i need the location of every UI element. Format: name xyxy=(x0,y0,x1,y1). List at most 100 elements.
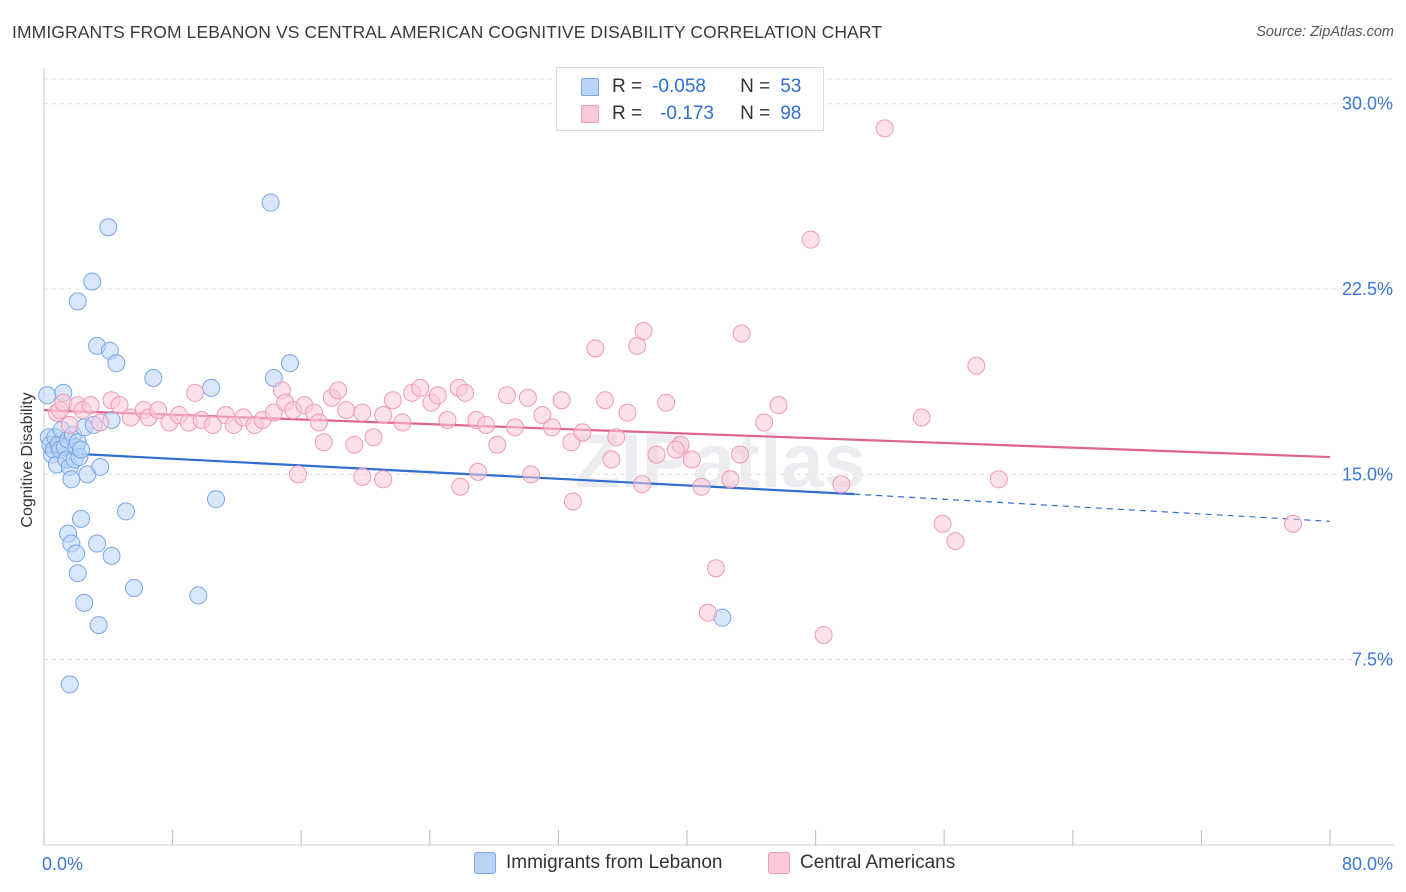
pink-data-point xyxy=(383,391,402,410)
blue-data-point xyxy=(91,457,110,476)
pink-data-point xyxy=(438,410,457,429)
legend-n-label: N = xyxy=(740,76,771,97)
pink-data-point xyxy=(469,462,488,481)
pink-data-point xyxy=(428,386,447,405)
pink-data-point xyxy=(721,470,740,489)
pink-data-point xyxy=(353,467,372,486)
pink-data-point xyxy=(647,445,666,464)
pink-data-point xyxy=(682,450,701,469)
pink-data-point xyxy=(586,339,605,358)
pink-data-point xyxy=(933,514,952,533)
legend-swatch-pink xyxy=(581,105,599,123)
source-credit: Source: ZipAtlas.com xyxy=(1256,24,1394,40)
pink-data-point xyxy=(374,470,393,489)
pink-data-point xyxy=(967,356,986,375)
blue-data-point xyxy=(116,502,135,521)
pink-data-point xyxy=(731,445,750,464)
pink-data-point xyxy=(477,415,496,434)
pink-data-point xyxy=(337,401,356,420)
y-tick-label: 30.0% xyxy=(1342,94,1393,114)
blue-data-point xyxy=(125,579,144,598)
legend-label-lebanon: Immigrants from Lebanon xyxy=(506,852,723,873)
blue-trend-line xyxy=(43,451,855,496)
pink-data-point xyxy=(353,403,372,422)
pink-data-point xyxy=(522,465,541,484)
pink-data-point xyxy=(732,324,751,343)
legend-n-value: 98 xyxy=(780,103,802,124)
blue-data-point xyxy=(202,378,221,397)
x-tick-label: 0.0% xyxy=(42,854,83,874)
legend-swatch-blue xyxy=(474,852,496,874)
pink-data-point xyxy=(345,435,364,454)
blue-data-point xyxy=(71,509,90,528)
pink-data-point xyxy=(563,492,582,511)
stats-legend: R = -0.058 N = 53 R = -0.173 N = 98 xyxy=(556,67,824,131)
blue-data-point xyxy=(102,546,121,565)
chart-title: IMMIGRANTS FROM LEBANON VS CENTRAL AMERI… xyxy=(12,22,883,42)
pink-data-point xyxy=(634,322,653,341)
legend-row-lebanon: R = -0.058 N = 53 xyxy=(581,76,801,98)
blue-data-point xyxy=(38,386,57,405)
pink-data-point xyxy=(288,465,307,484)
pink-data-point xyxy=(518,388,537,407)
legend-item-central[interactable]: Central Americans xyxy=(768,852,955,874)
blue-data-point xyxy=(75,593,94,612)
pink-data-point xyxy=(632,475,651,494)
legend-swatch-blue xyxy=(581,78,599,96)
pink-data-point xyxy=(314,433,333,452)
pink-data-point xyxy=(875,119,894,138)
pink-data-point xyxy=(149,401,168,420)
blue-data-point xyxy=(67,544,86,563)
pink-data-point xyxy=(602,450,621,469)
pink-data-point xyxy=(329,381,348,400)
blue-data-point xyxy=(68,292,87,311)
pink-data-point xyxy=(698,603,717,622)
pink-data-point xyxy=(755,413,774,432)
pink-data-point xyxy=(832,475,851,494)
legend-n-label: N = xyxy=(740,103,771,124)
pink-data-point xyxy=(618,403,637,422)
y-tick-label: 22.5% xyxy=(1342,279,1393,299)
pink-data-point xyxy=(607,428,626,447)
pink-data-point xyxy=(628,336,647,355)
pink-data-point xyxy=(573,423,592,442)
legend-r-value: -0.173 xyxy=(660,103,714,124)
legend-row-central: R = -0.173 N = 98 xyxy=(581,103,801,125)
pink-data-point xyxy=(989,470,1008,489)
pink-data-point xyxy=(411,378,430,397)
tick-labels: 7.5% 15.0% 22.5% 30.0% 0.0% 80.0% xyxy=(42,94,1393,874)
pink-data-point xyxy=(488,435,507,454)
pink-data-point xyxy=(91,413,110,432)
pink-data-point xyxy=(505,418,524,437)
pink-data-point xyxy=(374,406,393,425)
blue-data-point xyxy=(62,470,81,489)
pink-data-point xyxy=(497,386,516,405)
legend-r-label: R = xyxy=(612,103,643,124)
pink-data-point xyxy=(542,418,561,437)
y-tick-label: 7.5% xyxy=(1352,650,1393,670)
blue-data-point xyxy=(261,193,280,212)
pink-data-point xyxy=(456,383,475,402)
legend-n-value: 53 xyxy=(780,76,802,97)
legend-label-central: Central Americans xyxy=(800,852,956,873)
pink-data-point xyxy=(364,428,383,447)
blue-data-point xyxy=(89,616,108,635)
pink-data-point xyxy=(186,383,205,402)
pink-data-point xyxy=(946,532,965,551)
pink-data-point xyxy=(533,406,552,425)
y-axis-label: Cognitive Disability xyxy=(19,392,36,528)
pink-data-point xyxy=(393,413,412,432)
legend-r-value: -0.058 xyxy=(652,76,706,97)
series-legend: Immigrants from Lebanon Central American… xyxy=(0,852,1406,878)
legend-item-lebanon[interactable]: Immigrants from Lebanon xyxy=(474,852,723,874)
legend-swatch-pink xyxy=(768,852,790,874)
blue-data-point xyxy=(144,368,163,387)
blue-trend-extension xyxy=(854,493,1331,522)
data-points xyxy=(38,119,1303,694)
blue-data-point xyxy=(60,675,79,694)
blue-data-point xyxy=(99,218,118,237)
pink-data-point xyxy=(706,559,725,578)
legend-r-label: R = xyxy=(612,76,643,97)
pink-data-point xyxy=(451,477,470,496)
